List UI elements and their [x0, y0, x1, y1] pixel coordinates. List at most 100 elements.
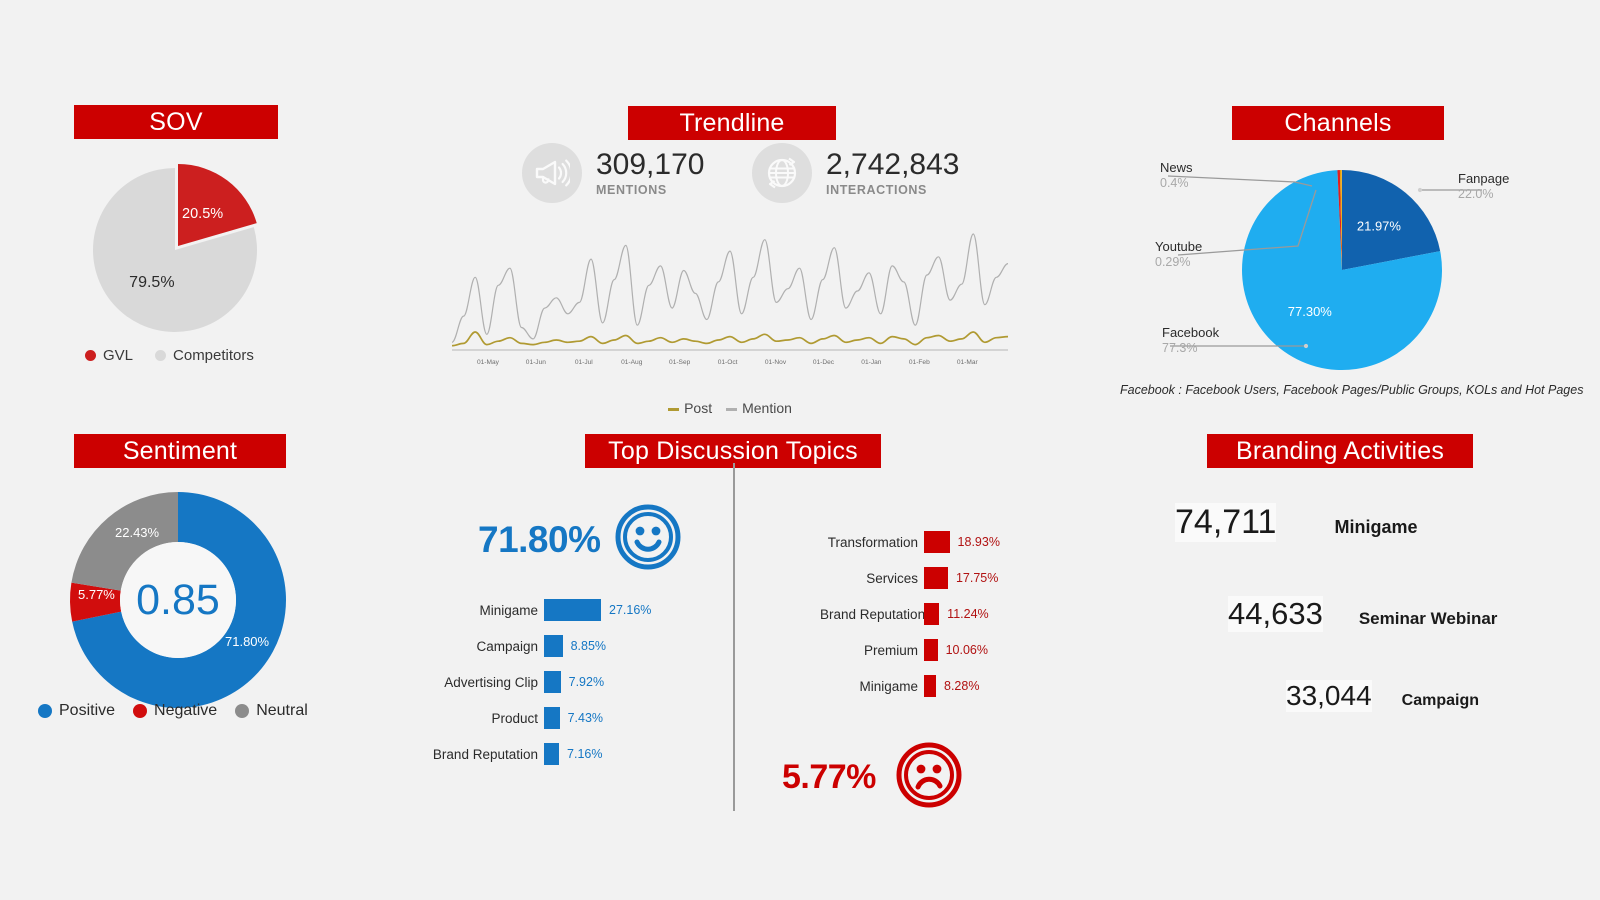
kpi-interactions-value: 2,742,843 [826, 148, 960, 181]
topic-bar-fill [544, 743, 560, 765]
channels-panel-title: Channels [1232, 106, 1444, 140]
svg-text:20.5%: 20.5% [182, 206, 223, 222]
topics-panel-title: Top Discussion Topics [585, 434, 881, 468]
legend-dot-icon [85, 350, 96, 361]
sentiment-legend-label-negative: Negative [154, 702, 218, 719]
svg-text:01-Nov: 01-Nov [765, 359, 787, 366]
svg-text:01-May: 01-May [477, 359, 500, 366]
channels-callout-fanpage-label: Fanpage [1458, 171, 1510, 186]
channels-callout-news: News 0.4% [1160, 160, 1193, 191]
branding-item: 74,711 Minigame [1175, 503, 1417, 542]
topic-bar-fill [544, 635, 563, 657]
sov-legend-label-gvl: GVL [103, 347, 134, 364]
topic-bar-label: Minigame [479, 602, 538, 618]
sentiment-value-negative: 5.77% [78, 587, 115, 602]
globe-icon [752, 143, 812, 203]
svg-text:01-Sep: 01-Sep [669, 359, 691, 366]
legend-dot-icon [38, 704, 52, 718]
svg-text:01-Mar: 01-Mar [957, 359, 979, 366]
topic-bar-value: 27.16% [609, 603, 652, 617]
kpi-interactions-label: INTERACTIONS [826, 183, 927, 197]
topic-bar-row: Product 7.43% [428, 705, 603, 731]
legend-dash-icon [668, 407, 680, 411]
channels-callout-fanpage: Fanpage 22.0% [1458, 171, 1509, 202]
sentiment-donut-chart [70, 492, 286, 708]
topic-bar-row: Brand Reputation 11.24% [820, 601, 989, 627]
topic-bar-value: 10.06% [945, 643, 988, 657]
sentiment-legend-item-neutral: Neutral [235, 702, 308, 720]
topic-bar-label: Brand Reputation [820, 606, 926, 622]
topic-bar-value: 17.75% [955, 571, 999, 585]
topic-bar-row: Minigame 8.28% [820, 673, 979, 699]
topic-bar-label: Advertising Clip [444, 674, 538, 690]
legend-dash-icon [726, 407, 738, 411]
channels-callout-facebook: Facebook 77.3% [1162, 325, 1219, 356]
legend-dot-icon [155, 350, 167, 361]
branding-item-value: 44,633 [1228, 596, 1323, 632]
topic-bar-value: 7.92% [568, 675, 605, 689]
svg-text:79.5%: 79.5% [129, 274, 174, 291]
kpi-mentions-value: 309,170 [596, 148, 705, 181]
topic-bar-label: Services [866, 570, 918, 586]
kpi-interactions: 2,742,843 INTERACTIONS [752, 143, 959, 203]
sov-panel-title: SOV [74, 105, 278, 139]
topic-bar-value: 8.28% [944, 679, 980, 693]
topic-bar-fill [544, 707, 560, 729]
sentiment-value-neutral: 22.43% [115, 525, 160, 540]
topic-bar-value: 11.24% [947, 607, 989, 621]
svg-text:01-Jan: 01-Jan [861, 359, 881, 366]
branding-item-value: 74,711 [1175, 503, 1277, 542]
channels-callout-news-label: News [1160, 160, 1193, 175]
topic-bar-label: Minigame [859, 678, 918, 694]
branding-item-label: Seminar Webinar [1358, 609, 1498, 628]
legend-dot-icon [133, 704, 148, 718]
topic-bar-fill [924, 675, 936, 697]
topic-bar-fill [924, 639, 938, 661]
svg-text:21.97%: 21.97% [1357, 218, 1402, 233]
kpi-mentions-label: MENTIONS [596, 183, 667, 197]
trendline-legend-item-mention: Mention [726, 400, 792, 416]
svg-text:01-Oct: 01-Oct [718, 359, 738, 366]
sentiment-legend: Positive Negative Neutral [38, 702, 328, 720]
topic-bar-label: Product [491, 710, 538, 726]
sad-face-icon [896, 742, 962, 813]
branding-item-label: Minigame [1334, 517, 1418, 537]
branding-item: 44,633 Seminar Webinar [1228, 596, 1497, 632]
channels-callout-news-value: 0.4% [1160, 176, 1189, 190]
topic-bar-row: Minigame 27.16% [428, 597, 651, 623]
sov-pie-chart: 20.5% 79.5% [92, 164, 258, 332]
trendline-legend: Post Mention [452, 400, 1008, 416]
topics-negative-percent: 5.77% [782, 758, 876, 796]
kpi-mentions: 309,170 MENTIONS [522, 143, 704, 203]
topic-bar-value: 7.16% [567, 747, 603, 761]
topic-bar-fill [544, 599, 602, 621]
topic-bar-fill [924, 603, 940, 625]
legend-dot-icon [235, 704, 250, 718]
topic-bar-row: Services 17.75% [820, 565, 998, 591]
svg-text:01-Aug: 01-Aug [621, 359, 643, 366]
svg-text:77.30%: 77.30% [1288, 304, 1333, 319]
sov-legend-label-competitors: Competitors [173, 347, 254, 364]
trendline-legend-label-mention: Mention [742, 400, 792, 416]
topic-bar-row: Transformation 18.93% [820, 529, 1000, 555]
topic-bar-value: 8.85% [570, 639, 607, 653]
sov-legend-item-competitors: Competitors [155, 347, 254, 364]
branding-panel-title: Branding Activities [1207, 434, 1473, 468]
megaphone-icon [522, 143, 582, 203]
channels-callout-facebook-value: 77.3% [1162, 341, 1198, 355]
channels-callout-youtube-value: 0.29% [1155, 255, 1191, 269]
svg-text:01-Dec: 01-Dec [813, 359, 835, 366]
topics-negative-header: 5.77% [782, 742, 962, 813]
svg-text:01-Jun: 01-Jun [526, 359, 546, 366]
branding-item-value: 33,044 [1286, 680, 1372, 712]
channels-callout-fanpage-value: 22.0% [1458, 187, 1494, 201]
sov-legend-item-gvl: GVL [85, 347, 133, 364]
sentiment-legend-item-negative: Negative [133, 702, 217, 720]
channels-callout-facebook-label: Facebook [1162, 325, 1220, 340]
trendline-panel-title: Trendline [628, 106, 836, 140]
topic-bar-label: Transformation [827, 534, 918, 550]
trendline-legend-label-post: Post [684, 400, 713, 416]
topic-bar-label: Brand Reputation [432, 746, 538, 762]
channels-pie-chart: 21.97% 77.30% [1242, 170, 1442, 370]
